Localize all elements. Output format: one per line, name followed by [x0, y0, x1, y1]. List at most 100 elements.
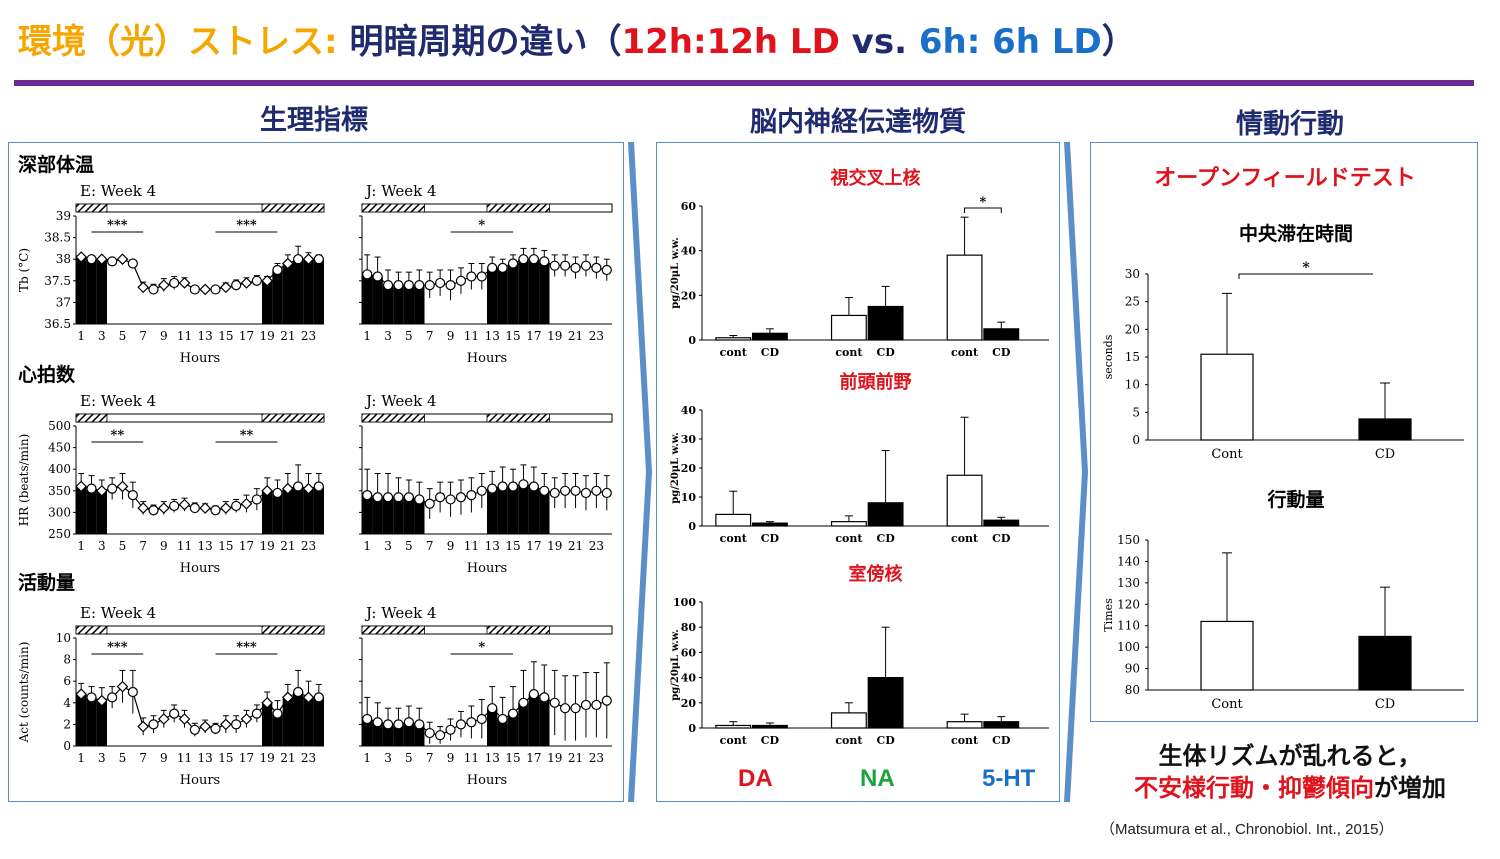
data-point	[403, 492, 414, 503]
bar	[867, 502, 904, 527]
significance-marker: ***	[236, 640, 257, 655]
data-point	[382, 280, 394, 291]
data-point	[148, 284, 159, 295]
bar	[946, 474, 983, 527]
data-point	[240, 277, 253, 289]
data-point	[445, 280, 456, 291]
bar	[96, 490, 107, 534]
x-tick-label: 17	[526, 751, 541, 765]
bar	[272, 492, 283, 534]
section-physio-title: 生理指標	[260, 105, 368, 136]
x-tick-label: 17	[526, 329, 541, 343]
data-point	[293, 481, 304, 492]
data-point	[435, 730, 446, 741]
y-tick-label: 0	[63, 739, 71, 753]
chart-title: E: Week 4	[80, 392, 156, 410]
data-point	[601, 487, 612, 499]
x-tick-label: CD	[992, 734, 1011, 747]
x-tick-label: 19	[260, 751, 275, 765]
x-tick-label: 9	[160, 329, 168, 343]
chart-title: 室傍核	[849, 563, 903, 585]
bar	[497, 267, 508, 324]
bar	[751, 522, 788, 527]
data-point	[293, 254, 304, 265]
dark-phase-segment	[75, 203, 108, 213]
significance-marker: *	[478, 218, 485, 233]
y-axis-label: pg/20μL w.w.	[670, 237, 681, 309]
y-tick-label: 60	[681, 200, 697, 213]
x-tick-label: 21	[568, 329, 583, 343]
data-point	[549, 260, 560, 271]
bar	[983, 519, 1020, 527]
y-tick-label: 40	[681, 672, 697, 685]
x-tick-label: 15	[505, 751, 520, 765]
data-point	[116, 253, 129, 266]
data-point	[178, 713, 191, 725]
data-point	[302, 482, 315, 495]
x-tick-label: 3	[384, 751, 392, 765]
data-point	[560, 260, 571, 271]
chart-title: E: Week 4	[80, 182, 156, 200]
data-point	[189, 284, 200, 295]
y-tick-label: 20	[681, 697, 697, 710]
x-tick-label: 21	[280, 329, 295, 343]
bar	[528, 259, 540, 324]
x-tick-label: 21	[568, 751, 583, 765]
data-point	[107, 692, 118, 703]
y-tick-label: 150	[1117, 533, 1140, 547]
dark-phase-segment	[361, 203, 425, 213]
y-tick-label: 90	[1125, 662, 1140, 676]
data-point	[272, 264, 283, 276]
dark-phase-segment	[361, 413, 425, 423]
data-point	[169, 708, 180, 719]
x-tick-label: CD	[876, 346, 895, 359]
x-tick-label: CD	[1375, 697, 1395, 712]
x-tick-label: cont	[720, 532, 748, 545]
data-point	[487, 262, 498, 273]
x-axis-label: Hours	[180, 351, 220, 366]
x-tick-label: 7	[139, 329, 147, 343]
x-tick-label: 3	[384, 539, 392, 553]
data-point	[169, 277, 180, 289]
data-point	[157, 713, 170, 725]
y-tick-label: 80	[681, 621, 697, 634]
y-tick-label: 250	[48, 527, 71, 541]
bar	[497, 486, 508, 534]
x-tick-label: CD	[761, 734, 780, 747]
data-point	[497, 481, 508, 492]
bar	[1358, 635, 1412, 691]
significance-marker: *	[980, 195, 987, 210]
hr-week4-E-chart: E: Week 4 250 300 350 400 450 500 HR (beats/min…	[17, 392, 325, 576]
bar	[282, 697, 293, 746]
x-tick-label: 7	[426, 329, 434, 343]
data-point	[362, 490, 373, 501]
significance-marker: ***	[107, 218, 128, 233]
y-tick-label: 5	[1132, 405, 1140, 419]
data-point	[580, 487, 592, 499]
center-time-chart: 中央滞在時間 0 5 10 15 20 25 30 seconds Cont CD *	[1102, 222, 1464, 462]
x-tick-label: 19	[547, 751, 562, 765]
x-tick-label: 1	[363, 329, 371, 343]
bar	[272, 270, 283, 324]
data-point	[86, 483, 97, 494]
title-part-4: vs.	[839, 22, 919, 62]
x-tick-label: cont	[720, 346, 748, 359]
data-point	[580, 260, 592, 271]
y-tick-label: 4	[63, 696, 71, 710]
x-tick-label: 13	[198, 329, 213, 343]
y-tick-label: 10	[681, 491, 697, 504]
bar	[867, 676, 904, 729]
data-point	[272, 487, 283, 499]
dark-phase-segment	[75, 413, 108, 423]
y-axis-label: Tb (°C)	[17, 248, 31, 292]
conclusion-tail: が増加	[1374, 774, 1446, 802]
y-tick-label: 0	[688, 722, 696, 735]
data-point	[528, 481, 539, 492]
y-tick-label: 350	[48, 484, 71, 498]
data-point	[251, 494, 262, 505]
data-point	[382, 719, 394, 730]
y-tick-label: 300	[48, 505, 71, 519]
y-tick-label: 120	[1117, 597, 1140, 611]
